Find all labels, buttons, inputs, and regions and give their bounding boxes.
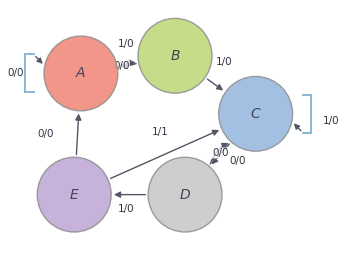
Ellipse shape — [37, 157, 111, 232]
Text: B: B — [170, 49, 180, 63]
Text: C: C — [251, 107, 260, 121]
Ellipse shape — [138, 18, 212, 93]
Text: 0/0: 0/0 — [229, 155, 245, 165]
Ellipse shape — [148, 157, 222, 232]
Ellipse shape — [219, 77, 293, 151]
Text: 1/1: 1/1 — [152, 127, 168, 136]
Text: D: D — [180, 188, 190, 202]
Text: 0/0: 0/0 — [8, 68, 24, 78]
Text: 1/0: 1/0 — [118, 39, 135, 49]
Text: 0/0: 0/0 — [212, 148, 229, 158]
Text: 0/0: 0/0 — [113, 61, 130, 71]
Text: 1/0: 1/0 — [323, 117, 340, 127]
Text: 1/0: 1/0 — [118, 204, 135, 214]
Text: 0/0: 0/0 — [37, 129, 54, 139]
Text: A: A — [76, 67, 86, 80]
Text: E: E — [70, 188, 78, 202]
Ellipse shape — [44, 36, 118, 111]
Text: 1/0: 1/0 — [215, 57, 232, 67]
